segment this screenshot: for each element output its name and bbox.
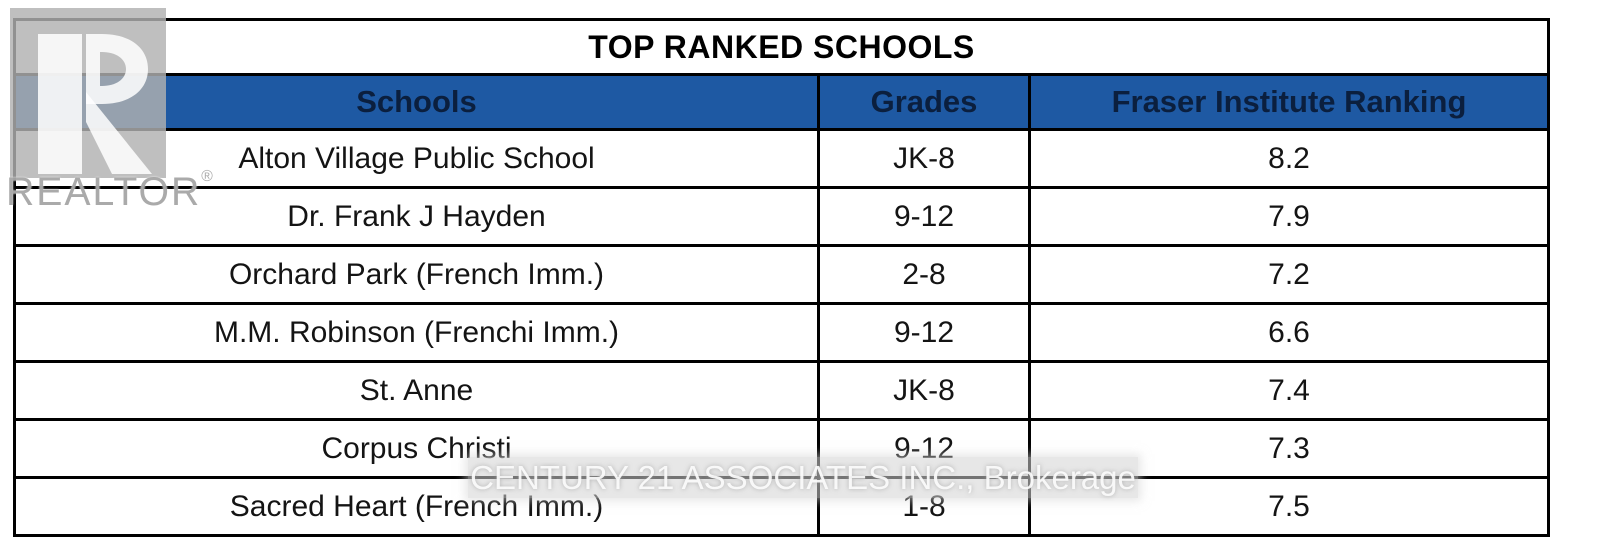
table-row: Alton Village Public School JK-8 8.2 xyxy=(13,128,1550,189)
realtor-wordmark-text: REALTOR xyxy=(6,170,202,214)
realtor-logo-icon xyxy=(10,8,166,178)
ranking-cell: 8.2 xyxy=(1028,128,1550,189)
ranking-cell: 7.4 xyxy=(1028,360,1550,421)
grades-cell: 2-8 xyxy=(817,244,1031,305)
page-title: TOP RANKED SCHOOLS xyxy=(13,18,1550,76)
grades-cell: 9-12 xyxy=(817,302,1031,363)
top-ranked-schools-table: TOP RANKED SCHOOLS Schools Grades Fraser… xyxy=(13,18,1550,537)
table-header-row: Schools Grades Fraser Institute Ranking xyxy=(13,73,1550,131)
ranking-cell: 7.9 xyxy=(1028,186,1550,247)
grades-cell: 9-12 xyxy=(817,186,1031,247)
school-cell: M.M. Robinson (Frenchi Imm.) xyxy=(13,302,820,363)
brokerage-watermark: CENTURY 21 ASSOCIATES INC., Brokerage xyxy=(468,457,1138,498)
realtor-block-r-icon xyxy=(38,34,152,174)
ranking-cell: 7.2 xyxy=(1028,244,1550,305)
registered-trademark-symbol: ® xyxy=(201,168,213,185)
grades-cell: JK-8 xyxy=(817,360,1031,421)
realtor-wordmark: REALTOR® xyxy=(6,168,213,215)
brokerage-watermark-text: CENTURY 21 ASSOCIATES INC., Brokerage xyxy=(470,458,1136,496)
school-cell: Orchard Park (French Imm.) xyxy=(13,244,820,305)
table-row: M.M. Robinson (Frenchi Imm.) 9-12 6.6 xyxy=(13,302,1550,363)
school-cell: Dr. Frank J Hayden xyxy=(13,186,820,247)
ranking-cell: 6.6 xyxy=(1028,302,1550,363)
grades-cell: JK-8 xyxy=(817,128,1031,189)
school-cell: St. Anne xyxy=(13,360,820,421)
table-title-row: TOP RANKED SCHOOLS xyxy=(13,18,1550,76)
table-row: Orchard Park (French Imm.) 2-8 7.2 xyxy=(13,244,1550,305)
table-row: Dr. Frank J Hayden 9-12 7.9 xyxy=(13,186,1550,247)
column-header-ranking: Fraser Institute Ranking xyxy=(1028,73,1550,131)
column-header-grades: Grades xyxy=(817,73,1031,131)
table-row: St. Anne JK-8 7.4 xyxy=(13,360,1550,421)
